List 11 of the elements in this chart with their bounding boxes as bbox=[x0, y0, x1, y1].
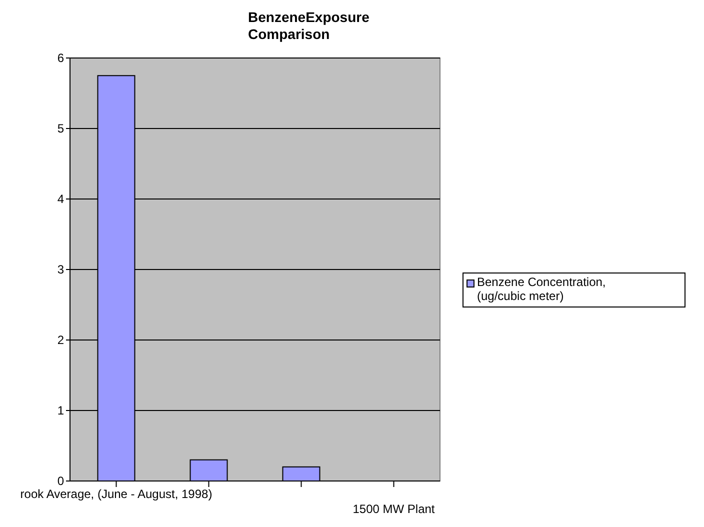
chart-title: BenzeneExposure Comparison bbox=[248, 9, 370, 42]
y-tick-label: 1 bbox=[57, 404, 64, 418]
y-tick-label: 6 bbox=[57, 51, 64, 66]
legend-label: Benzene Concentration, (ug/cubic meter) bbox=[477, 275, 606, 303]
y-tick-label: 2 bbox=[57, 333, 64, 348]
y-tick-label: 4 bbox=[57, 192, 64, 206]
y-tick-label: 5 bbox=[57, 122, 64, 136]
y-tick-label: 3 bbox=[57, 262, 64, 277]
x-tick-label: 1500 MW Plant bbox=[352, 502, 436, 516]
y-tick-label: 0 bbox=[57, 474, 64, 488]
x-tick-label: rook Average, (June - August, 1998) bbox=[20, 487, 212, 501]
